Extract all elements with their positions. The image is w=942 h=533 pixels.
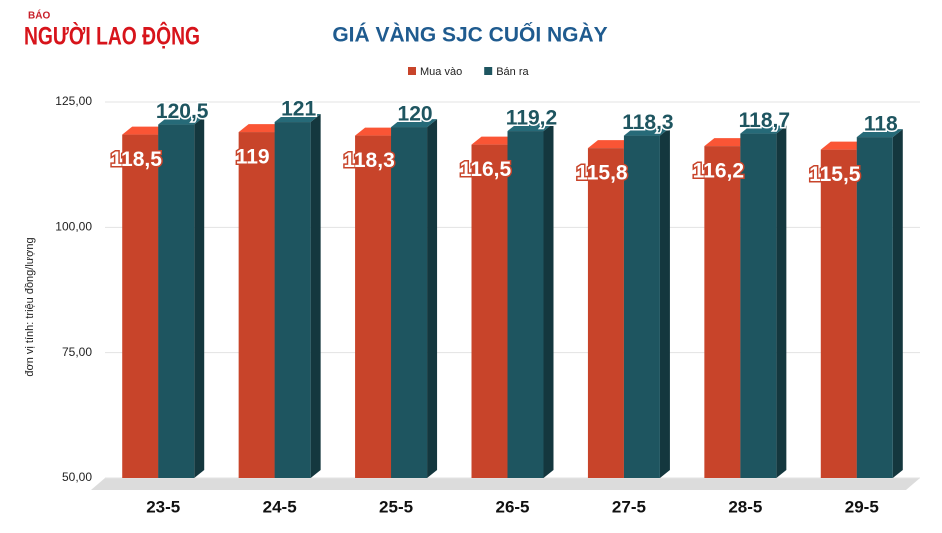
bar-top xyxy=(355,127,402,136)
x-tick-label: 27-5 xyxy=(612,497,646,516)
bar xyxy=(623,135,660,478)
floor xyxy=(91,478,920,490)
value-label: 118,5 xyxy=(111,148,163,171)
bar-top xyxy=(820,141,867,150)
legend-label: Mua vào xyxy=(420,66,462,78)
x-tick-label: 26-5 xyxy=(495,497,529,516)
bar xyxy=(238,132,275,478)
bar-top xyxy=(740,125,787,134)
value-label: 120 xyxy=(398,103,433,126)
bar-top xyxy=(391,119,438,128)
bar-top xyxy=(274,114,321,123)
y-axis-label: đơn vị tính: triệu đồng/lượng xyxy=(24,237,36,376)
value-label: 115,8 xyxy=(576,162,628,185)
legend-label: Bán ra xyxy=(496,66,529,78)
brand-name: NGƯỜI LAO ĐỘNG xyxy=(24,21,200,51)
bar-side xyxy=(659,127,670,479)
value-label: 116,2 xyxy=(693,160,744,183)
value-label: 118,3 xyxy=(622,111,673,134)
bar xyxy=(856,137,893,479)
bar xyxy=(704,146,741,478)
y-tick-label: 75,00 xyxy=(62,345,92,359)
x-tick-label: 25-5 xyxy=(379,497,413,516)
bar-top xyxy=(507,123,554,132)
bar-top xyxy=(623,127,670,136)
y-tick-label: 100,00 xyxy=(55,220,92,234)
bar-side xyxy=(310,114,321,478)
x-tick-label: 24-5 xyxy=(263,497,297,516)
bar xyxy=(507,131,544,478)
chart-title: GIÁ VÀNG SJC CUỐI NGÀY xyxy=(332,23,607,47)
bar-top xyxy=(471,136,518,145)
value-label: 118,7 xyxy=(739,109,790,132)
bar-side xyxy=(194,116,205,478)
y-tick-label: 50,00 xyxy=(62,470,92,484)
bar-top xyxy=(704,138,751,147)
x-tick-label: 28-5 xyxy=(728,497,762,516)
x-tick-label: 23-5 xyxy=(146,497,180,516)
bar xyxy=(158,124,195,478)
y-tick-label: 125,00 xyxy=(55,94,92,108)
bar xyxy=(587,148,624,478)
x-tick-label: 29-5 xyxy=(845,497,879,516)
value-label: 118 xyxy=(864,113,898,136)
bar xyxy=(122,134,159,478)
value-label: 118,3 xyxy=(343,149,394,172)
bar-top xyxy=(122,126,169,135)
bar-side xyxy=(427,119,438,479)
bar xyxy=(274,122,311,478)
bar-side xyxy=(543,123,554,478)
value-label: 119 xyxy=(236,146,270,169)
bar-top xyxy=(856,129,903,138)
legend-swatch xyxy=(408,67,416,75)
bar xyxy=(391,127,428,479)
bar xyxy=(355,135,392,478)
bar xyxy=(471,144,508,478)
bar-side xyxy=(892,129,903,479)
bar-top xyxy=(238,124,285,133)
value-label: 120,5 xyxy=(156,100,209,123)
value-label: 121 xyxy=(281,98,316,121)
bar xyxy=(820,149,857,479)
bar-top xyxy=(158,116,205,125)
bar-side xyxy=(776,125,787,479)
bar xyxy=(740,133,777,479)
value-label: 119,2 xyxy=(506,107,557,130)
value-label: 115,5 xyxy=(809,163,861,186)
legend-swatch xyxy=(484,67,493,75)
brand-small: BÁO xyxy=(28,9,50,22)
value-label: 116,5 xyxy=(460,158,512,181)
bar-top xyxy=(587,140,634,149)
